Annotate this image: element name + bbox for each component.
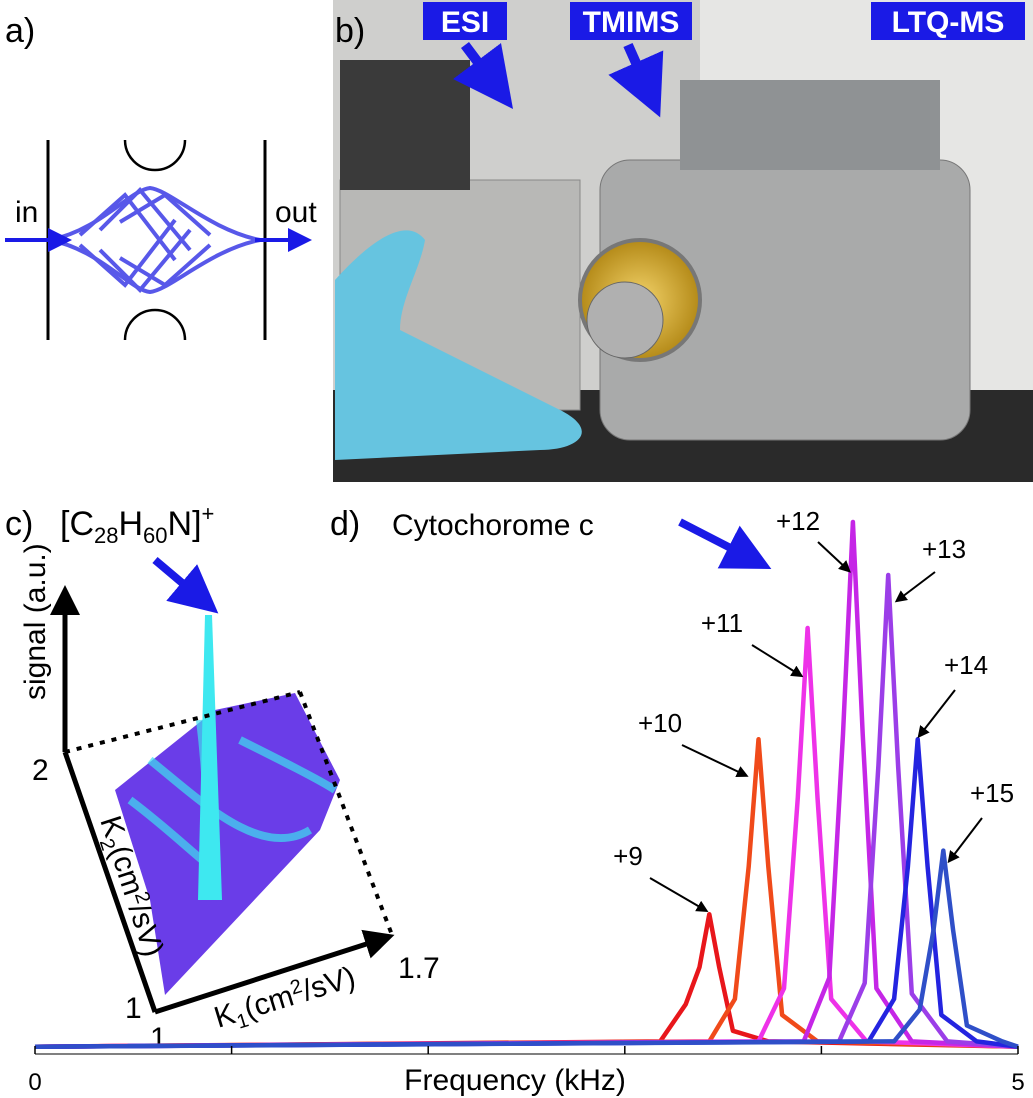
electrode xyxy=(123,308,187,341)
chart-title: Cytochorome c xyxy=(392,509,594,542)
glove xyxy=(335,230,582,460)
series-line xyxy=(34,848,1019,1049)
k1-part: (cm xyxy=(240,979,297,1025)
k2-tick: 1 xyxy=(125,992,142,1025)
panel-c: c) [C28H60N]+ signal (a.u.) K2(cm2/sV) K… xyxy=(5,501,440,1055)
valve-block xyxy=(680,80,940,170)
formula-sub: 60 xyxy=(143,523,167,548)
signal-label: signal (a.u.) xyxy=(19,543,52,700)
panel-label: b) xyxy=(335,12,365,50)
tag-arrow xyxy=(608,42,664,118)
panel-d: d) Cytochorome c Frequency (kHz) 0 5 +9 +10… xyxy=(28,505,1024,1097)
k1-part: /sV) xyxy=(299,961,360,1008)
tag-box xyxy=(423,2,507,40)
label-arrow xyxy=(751,644,804,678)
series-label: +12 xyxy=(776,506,820,536)
electrode xyxy=(123,139,187,172)
in-label: in xyxy=(15,196,38,229)
series-line xyxy=(34,519,1019,1049)
formula-part: N] xyxy=(168,505,202,543)
pointer-arrow xyxy=(678,518,772,569)
label-arrow xyxy=(947,817,983,864)
tag-label: ESI xyxy=(441,6,489,39)
surface-ridge xyxy=(127,719,338,882)
formula: [C28H60N]+ xyxy=(60,501,214,548)
panel-b: ESI TMIMS LTQ-MS b) xyxy=(333,0,1033,482)
formula-sup: + xyxy=(202,501,215,526)
surface xyxy=(115,693,340,995)
series-label: +15 xyxy=(970,778,1014,808)
x-tick-label: 5 xyxy=(1011,1069,1024,1096)
ion-trajectory xyxy=(49,185,261,295)
tag-box xyxy=(871,2,1025,40)
panel-a: a) in out xyxy=(5,12,317,341)
k1-tick: 1 xyxy=(150,1022,167,1055)
label-arrow xyxy=(894,571,936,603)
k2-tick: 2 xyxy=(32,754,49,787)
series-label: +13 xyxy=(922,534,966,564)
guide xyxy=(298,691,394,936)
tag-box xyxy=(570,2,692,40)
formula-sub: 28 xyxy=(94,523,118,548)
label-arrow xyxy=(681,744,749,777)
axis xyxy=(154,929,395,1015)
esi-mount xyxy=(340,60,470,190)
k1-tick: 1.7 xyxy=(398,952,440,985)
series-line xyxy=(34,572,1019,1049)
tag-label: LTQ-MS xyxy=(892,6,1005,39)
label-arrow xyxy=(917,689,956,739)
guide xyxy=(64,690,301,754)
label-arrow xyxy=(649,877,709,913)
x-tick-label: 0 xyxy=(28,1069,41,1096)
cap xyxy=(586,281,664,359)
panel-label: d) xyxy=(330,505,360,543)
label-arrow xyxy=(817,541,851,573)
formula-part: [C xyxy=(60,505,94,543)
tag-arrow xyxy=(453,42,513,109)
series-line xyxy=(34,911,1019,1049)
series-label: +11 xyxy=(701,608,743,638)
series-label: +10 xyxy=(638,708,682,738)
panel-label: c) xyxy=(5,505,33,543)
series-label: +14 xyxy=(944,650,988,680)
panel-label: a) xyxy=(5,12,35,50)
pointer-arrow xyxy=(152,556,219,614)
peak xyxy=(198,615,222,900)
series-label: +9 xyxy=(613,841,643,871)
out-label: out xyxy=(275,196,317,229)
axis xyxy=(62,751,158,1013)
tag-label: TMIMS xyxy=(583,6,680,39)
formula-part: H xyxy=(118,505,143,543)
series-line xyxy=(34,625,1019,1049)
x-axis-label: Frequency (kHz) xyxy=(404,1064,626,1097)
series-line xyxy=(34,737,1019,1049)
